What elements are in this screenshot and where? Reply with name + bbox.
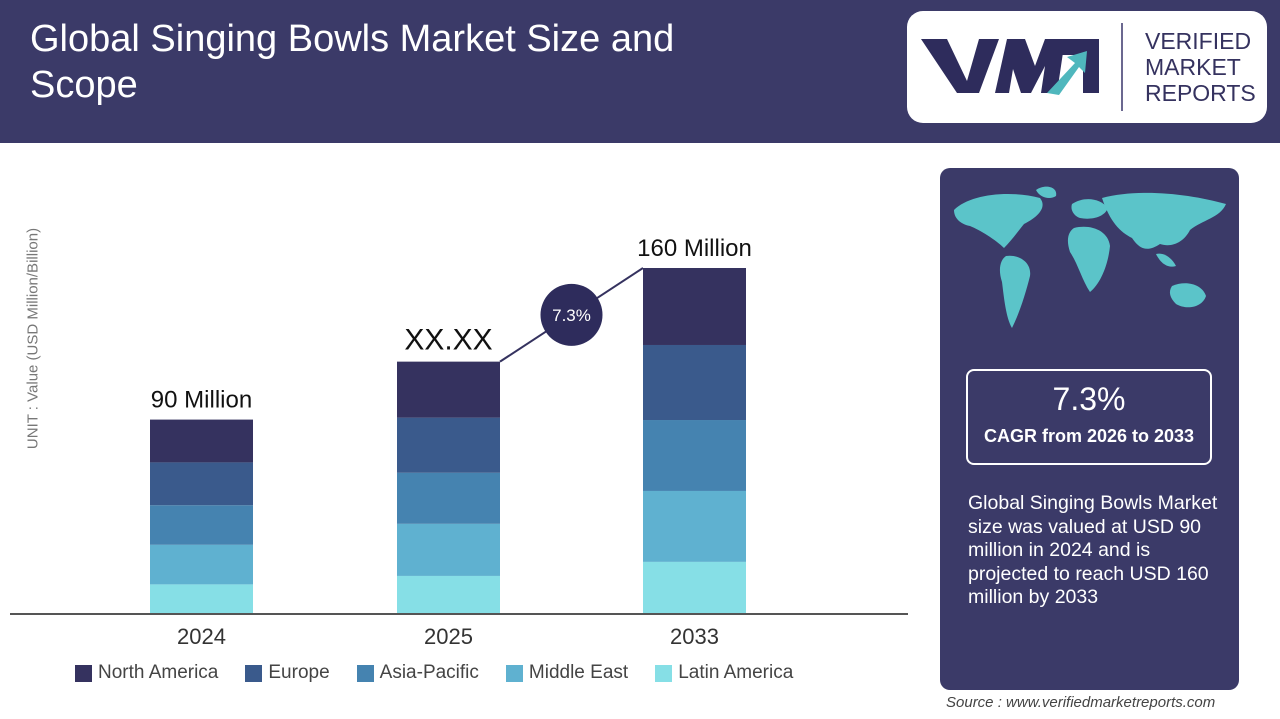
- legend-item: North America: [75, 662, 218, 684]
- bar-segment-north-america-2024: [150, 419, 253, 463]
- logo-divider: [1121, 23, 1123, 111]
- legend-swatch: [655, 664, 673, 682]
- summary-panel: 7.3% CAGR from 2026 to 2033 Global Singi…: [940, 168, 1239, 690]
- legend-label: Europe: [268, 662, 330, 683]
- bar-segment-north-america-2025: [397, 361, 500, 418]
- bar-segment-middle-east-2033: [643, 490, 746, 562]
- stacked-bar-chart: 2024 90 Million 2025 XX.XX 2033 160 Million 7.…: [10, 235, 908, 649]
- x-tick-label: 2033: [670, 624, 719, 649]
- growth-circle: [540, 283, 603, 346]
- x-tick-label: 2025: [424, 624, 473, 649]
- page-title: Global Singing Bowls Market Size and Sco…: [30, 18, 675, 106]
- bar-segment-asia-pacific-2025: [397, 472, 500, 524]
- bar-segment-asia-pacific-2024: [150, 505, 253, 545]
- bar-segment-middle-east-2025: [397, 523, 500, 576]
- logo-text: VERIFIED MARKET REPORTS: [1145, 28, 1256, 106]
- bar-segment-latin-america-2024: [150, 584, 253, 614]
- cagr-value: 7.3%: [1052, 381, 1126, 417]
- legend-swatch: [75, 664, 92, 682]
- legend-item: Asia-Pacific: [356, 662, 479, 684]
- legend-swatch: [505, 664, 523, 682]
- growth-label: 7.3%: [552, 306, 591, 325]
- bar-segment-europe-2033: [643, 344, 746, 421]
- cagr-box: 7.3% CAGR from 2026 to 2033: [966, 369, 1212, 465]
- bar-segment-europe-2024: [150, 462, 253, 506]
- bar-segment-asia-pacific-2033: [643, 420, 746, 491]
- source-text: Source : www.verifiedmarketreports.com: [946, 694, 1216, 711]
- legend-item: Latin America: [655, 662, 793, 684]
- bar-segment-middle-east-2024: [150, 544, 253, 585]
- bar-segment-north-america-2033: [643, 268, 746, 345]
- bar-segment-europe-2025: [397, 417, 500, 473]
- legend-label: North America: [98, 662, 219, 683]
- legend-swatch: [356, 664, 374, 682]
- legend-label: Latin America: [678, 662, 794, 683]
- header-banner: Global Singing Bowls Market Size and Sco…: [0, 0, 1280, 143]
- cagr-label: CAGR from 2026 to 2033: [983, 426, 1195, 446]
- bar-segment-latin-america-2025: [397, 575, 500, 614]
- world-map-icon: [954, 186, 1226, 328]
- legend-label: Middle East: [528, 662, 629, 683]
- legend-item: Middle East: [505, 662, 629, 684]
- chart-legend: North America Europe Asia-Pacific Middle Ea…: [75, 662, 820, 684]
- x-tick-label: 2024: [177, 624, 226, 649]
- market-description: Global Singing Bowls Market size was val…: [968, 492, 1218, 608]
- vmr-logo-mark-icon: [921, 39, 1099, 95]
- bar-total-label: 90 Million: [151, 387, 252, 414]
- legend-item: Europe: [245, 662, 330, 684]
- bar-total-label: 160 Million: [637, 235, 752, 262]
- legend-swatch: [245, 664, 263, 682]
- legend-label: Asia-Pacific: [379, 662, 479, 683]
- vmr-logo: VERIFIED MARKET REPORTS: [907, 11, 1267, 123]
- bar-total-label: XX.XX: [404, 324, 492, 357]
- bar-segment-latin-america-2033: [643, 561, 746, 614]
